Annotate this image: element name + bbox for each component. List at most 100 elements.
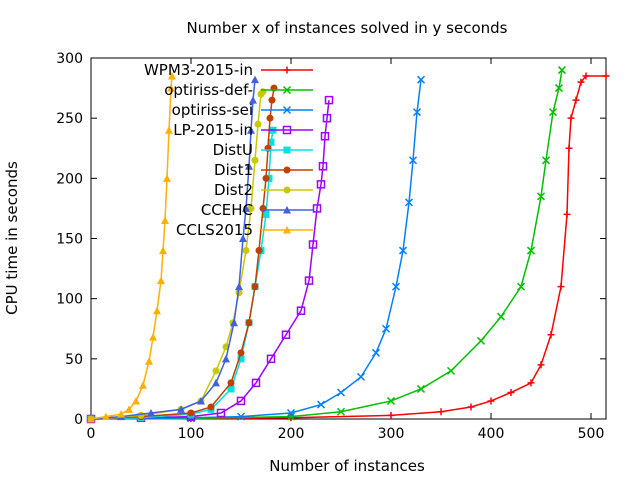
data-point	[137, 411, 145, 419]
data-point	[283, 206, 291, 214]
data-point	[227, 379, 235, 387]
data-point	[567, 114, 575, 122]
data-point	[496, 312, 506, 321]
data-point	[283, 186, 291, 194]
data-point	[161, 216, 169, 224]
data-point	[212, 367, 220, 375]
data-point	[249, 96, 257, 104]
data-point	[147, 408, 155, 417]
data-point	[239, 234, 247, 242]
data-point	[541, 156, 551, 165]
series-line	[90, 69, 563, 420]
y-tick-label: 100	[56, 292, 83, 308]
legend-label: optiriss-sei	[172, 101, 253, 119]
data-point	[125, 405, 133, 413]
data-point	[386, 396, 396, 405]
data-point	[527, 379, 535, 387]
data-point	[266, 354, 276, 364]
data-point	[537, 361, 545, 369]
data-point	[187, 409, 195, 417]
series-line	[90, 79, 422, 420]
data-point	[255, 247, 263, 255]
series-lp-2015-in	[86, 95, 334, 424]
legend-label: DistU	[213, 141, 253, 159]
data-point	[572, 96, 580, 104]
data-point	[236, 412, 246, 421]
data-point	[296, 306, 306, 315]
data-point	[216, 408, 226, 418]
data-point	[167, 84, 175, 92]
data-point	[602, 72, 610, 80]
data-point	[507, 389, 515, 397]
data-point	[404, 198, 414, 207]
data-point	[398, 246, 408, 255]
data-point	[230, 318, 238, 327]
y-tick-label: 0	[74, 412, 83, 428]
data-point	[356, 372, 366, 381]
legend-label: WPM3-2015-in	[144, 61, 253, 79]
x-tick-label: 200	[278, 426, 305, 442]
data-point	[139, 381, 147, 389]
data-point	[387, 411, 395, 419]
data-point	[324, 95, 334, 105]
series-layer	[86, 66, 610, 424]
data-point	[412, 108, 422, 117]
data-point	[159, 246, 167, 255]
data-point	[281, 330, 291, 340]
data-point	[212, 378, 220, 387]
data-point	[262, 174, 270, 182]
series-line	[90, 75, 173, 420]
data-point	[197, 396, 205, 405]
legend: WPM3-2015-in optiriss-def-optiriss-sei LP-…	[144, 61, 313, 239]
data-point	[318, 162, 328, 171]
data-point	[87, 415, 95, 423]
data-point	[251, 283, 259, 291]
data-point	[266, 114, 274, 122]
data-point	[259, 204, 267, 212]
data-point	[565, 144, 573, 152]
data-point	[381, 324, 391, 333]
data-point	[242, 204, 250, 212]
data-point	[526, 246, 536, 255]
data-point	[487, 397, 495, 405]
x-tick-label: 500	[578, 426, 605, 442]
data-point	[237, 355, 245, 363]
data-point	[245, 319, 253, 327]
data-point	[259, 88, 267, 96]
data-point	[247, 126, 255, 134]
data-point	[336, 388, 346, 397]
data-point	[157, 276, 165, 285]
data-point	[283, 66, 291, 74]
x-tick-label: 300	[378, 426, 405, 442]
legend-label: CCEHC	[201, 201, 253, 219]
legend-label: optiriss-def-	[164, 81, 253, 99]
y-tick-label: 300	[56, 51, 83, 67]
data-point	[322, 113, 332, 123]
data-point	[237, 349, 245, 357]
data-point	[476, 336, 486, 345]
data-point	[222, 354, 230, 363]
series-line	[90, 100, 330, 420]
series-wpm3-2015-in	[87, 72, 610, 423]
data-point	[207, 403, 215, 411]
data-point	[247, 204, 255, 212]
data-point	[245, 162, 253, 170]
data-point	[251, 156, 259, 164]
data-point	[282, 125, 292, 135]
data-point	[267, 138, 275, 146]
data-point	[316, 180, 326, 189]
data-point	[227, 385, 235, 393]
data-point	[282, 85, 292, 95]
data-point	[467, 403, 475, 411]
data-point	[391, 282, 401, 291]
data-point	[282, 105, 292, 115]
data-point	[416, 384, 426, 393]
legend-label: LP-2015-in	[173, 121, 253, 139]
data-point	[242, 247, 250, 255]
x-tick-label: 400	[478, 426, 505, 442]
data-point	[557, 283, 565, 291]
data-point	[251, 378, 261, 388]
y-tick-label: 250	[56, 111, 83, 127]
data-point	[287, 414, 295, 422]
